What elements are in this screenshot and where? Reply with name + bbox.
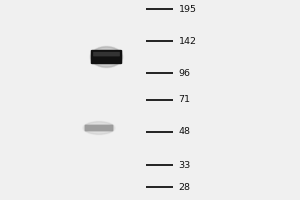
Text: 142: 142 <box>178 36 196 46</box>
Text: 71: 71 <box>178 96 190 104</box>
FancyBboxPatch shape <box>93 52 120 56</box>
Ellipse shape <box>91 47 122 67</box>
FancyBboxPatch shape <box>91 50 122 64</box>
FancyBboxPatch shape <box>85 125 113 131</box>
Ellipse shape <box>84 122 114 134</box>
Text: 28: 28 <box>178 182 190 192</box>
Text: 33: 33 <box>178 160 191 170</box>
Text: 48: 48 <box>178 128 190 136</box>
Ellipse shape <box>83 121 115 135</box>
Text: 96: 96 <box>178 68 190 77</box>
Text: 195: 195 <box>178 4 196 14</box>
Ellipse shape <box>90 46 123 68</box>
